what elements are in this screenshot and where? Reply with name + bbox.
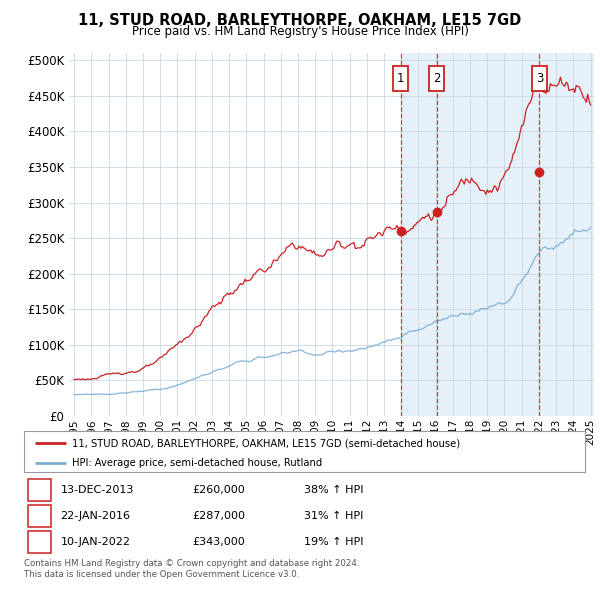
Text: HPI: Average price, semi-detached house, Rutland: HPI: Average price, semi-detached house,… <box>71 458 322 468</box>
Text: 13-DEC-2013: 13-DEC-2013 <box>61 484 134 494</box>
Text: 11, STUD ROAD, BARLEYTHORPE, OAKHAM, LE15 7GD: 11, STUD ROAD, BARLEYTHORPE, OAKHAM, LE1… <box>79 13 521 28</box>
Text: £260,000: £260,000 <box>192 484 245 494</box>
Text: Contains HM Land Registry data © Crown copyright and database right 2024.
This d: Contains HM Land Registry data © Crown c… <box>24 559 359 579</box>
Text: 22-JAN-2016: 22-JAN-2016 <box>61 511 130 521</box>
FancyBboxPatch shape <box>28 478 52 501</box>
Text: 1: 1 <box>397 72 404 85</box>
Text: 11, STUD ROAD, BARLEYTHORPE, OAKHAM, LE15 7GD (semi-detached house): 11, STUD ROAD, BARLEYTHORPE, OAKHAM, LE1… <box>71 438 460 448</box>
Text: Price paid vs. HM Land Registry's House Price Index (HPI): Price paid vs. HM Land Registry's House … <box>131 25 469 38</box>
Text: £287,000: £287,000 <box>192 511 245 521</box>
Bar <box>437 53 594 416</box>
FancyBboxPatch shape <box>28 505 52 527</box>
Text: 19% ↑ HPI: 19% ↑ HPI <box>305 537 364 548</box>
Text: 2: 2 <box>433 72 440 85</box>
FancyBboxPatch shape <box>532 66 547 91</box>
Text: 31% ↑ HPI: 31% ↑ HPI <box>305 511 364 521</box>
FancyBboxPatch shape <box>429 66 445 91</box>
Text: 10-JAN-2022: 10-JAN-2022 <box>61 537 130 548</box>
Bar <box>401 53 437 416</box>
FancyBboxPatch shape <box>28 531 52 553</box>
FancyBboxPatch shape <box>393 66 408 91</box>
Text: 1: 1 <box>36 484 43 494</box>
Text: 38% ↑ HPI: 38% ↑ HPI <box>305 484 364 494</box>
Text: 2: 2 <box>36 511 43 521</box>
Text: £343,000: £343,000 <box>192 537 245 548</box>
Text: 3: 3 <box>36 537 43 548</box>
Text: 3: 3 <box>536 72 543 85</box>
